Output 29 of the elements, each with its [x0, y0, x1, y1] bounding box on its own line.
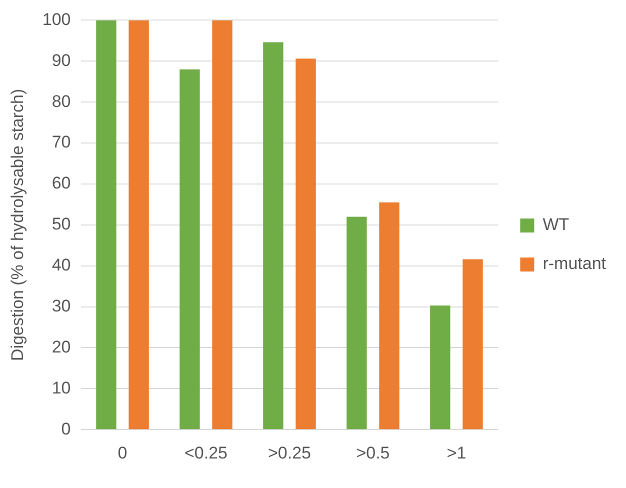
y-tick-label: 90 — [52, 50, 71, 70]
legend-label: WT — [542, 215, 570, 234]
x-tick-label: <0.25 — [184, 443, 228, 462]
y-tick-label: 30 — [52, 296, 71, 316]
bar — [346, 216, 367, 430]
y-tick-label: 20 — [52, 337, 71, 356]
y-tick-label: 40 — [52, 256, 71, 275]
y-axis-title: Digestion (% of hydrolysable starch) — [8, 88, 27, 361]
bar — [180, 69, 200, 430]
x-tick-label: >1 — [446, 443, 466, 462]
bar — [263, 42, 284, 430]
y-tick-label: 0 — [61, 419, 71, 438]
y-tick-label: 100 — [42, 10, 71, 29]
x-tick-label: >0.5 — [356, 443, 390, 462]
bar — [296, 58, 316, 430]
y-tick-label: 10 — [52, 378, 71, 398]
bar — [128, 20, 149, 430]
y-tick-label: 60 — [52, 174, 71, 193]
x-tick-label: >0.25 — [268, 443, 311, 462]
y-tick-label: 70 — [52, 132, 71, 152]
bar — [462, 259, 483, 430]
y-tick-label: 80 — [52, 92, 71, 111]
bar — [379, 202, 400, 430]
bar — [212, 20, 232, 430]
x-tick-label: 0 — [118, 443, 128, 462]
bar — [96, 20, 116, 430]
legend-label: r-mutant — [542, 254, 606, 274]
y-tick-label: 50 — [52, 214, 71, 234]
bar — [430, 306, 450, 430]
